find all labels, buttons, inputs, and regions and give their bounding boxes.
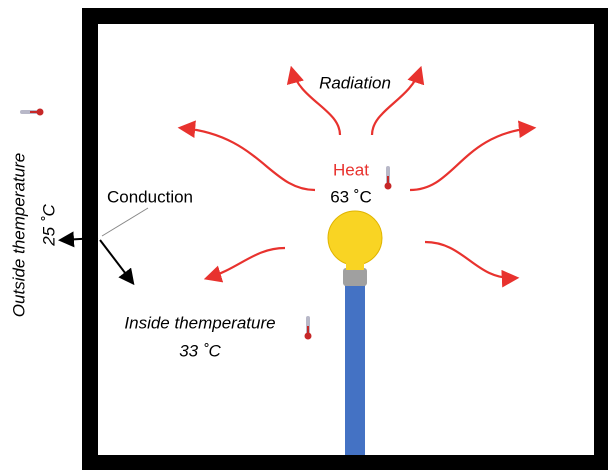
- radiation-label: Radiation: [319, 73, 391, 92]
- diagram: Radiation Heat 63 ˚C Conduction Inside t…: [0, 0, 608, 470]
- heat-temperature: 63 ˚C: [330, 187, 372, 206]
- outside-temperature: 25 ˚C: [39, 203, 58, 246]
- inside-label: Inside themperature: [124, 313, 275, 332]
- outside-label: Outside themperature: [9, 153, 28, 317]
- thermometer: [20, 109, 44, 116]
- lamp-bulb: [328, 211, 382, 265]
- lamp-neck: [346, 258, 364, 270]
- inside-temperature: 33 ˚C: [179, 341, 221, 360]
- heat-label: Heat: [333, 160, 369, 179]
- lamp-base: [343, 268, 367, 286]
- lamp-pole: [345, 285, 365, 455]
- conduction-label: Conduction: [107, 187, 193, 206]
